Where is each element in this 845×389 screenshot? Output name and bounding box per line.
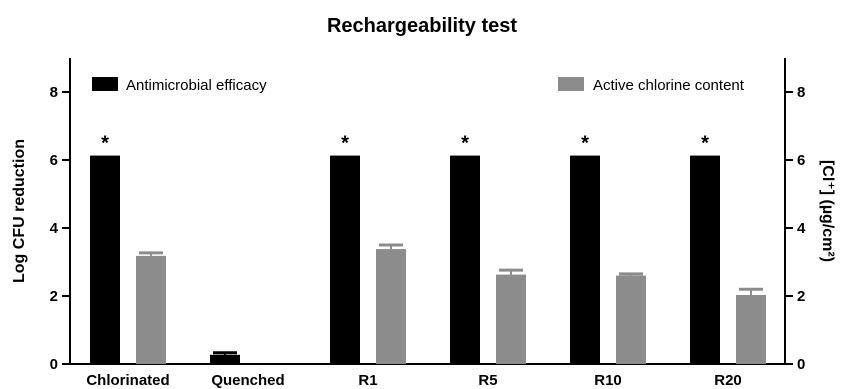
x-category-label: R20 <box>714 372 742 389</box>
bar-active-chlorine-content <box>616 275 646 364</box>
y2-tick-label: 4 <box>797 220 806 237</box>
bar-active-chlorine-content <box>376 249 406 364</box>
bar-active-chlorine-content <box>496 274 526 364</box>
y-tick-label: 4 <box>50 220 59 237</box>
x-category-label: R1 <box>358 372 377 389</box>
y2-tick-label: 6 <box>797 152 805 169</box>
y2-tick-label: 0 <box>797 356 805 373</box>
y-tick-label: 8 <box>50 84 58 101</box>
y2-axis-label: [Cl⁺] (µg/cm²) <box>819 160 836 262</box>
bar-active-chlorine-content <box>136 255 166 364</box>
significance-marker: * <box>581 133 589 155</box>
significance-marker: * <box>461 133 469 155</box>
legend-swatch-active-chlorine-content <box>558 77 584 91</box>
bar-antimicrobial-efficacy <box>210 354 240 364</box>
bar-active-chlorine-content <box>736 294 766 364</box>
x-category-label: R10 <box>594 372 622 389</box>
left-y-ticks: 0 2 4 6 8 <box>50 84 70 373</box>
significance-marker: * <box>341 133 349 155</box>
bar-antimicrobial-efficacy <box>690 155 720 364</box>
bars: * * * * * <box>90 133 766 364</box>
bar-antimicrobial-efficacy <box>570 155 600 364</box>
y-tick-label: 2 <box>50 288 58 305</box>
y-tick-label: 0 <box>50 356 58 373</box>
x-category-label: Chlorinated <box>86 372 169 389</box>
legend-label-antimicrobial-efficacy: Antimicrobial efficacy <box>126 77 267 94</box>
y2-tick-label: 8 <box>797 84 805 101</box>
legend-label-active-chlorine-content: Active chlorine content <box>593 77 745 94</box>
right-y-ticks: 0 2 4 6 8 <box>785 84 806 373</box>
x-category-label: Quenched <box>211 372 284 389</box>
x-category-labels: Chlorinated Quenched R1 R5 R10 R20 <box>86 372 741 389</box>
significance-marker: * <box>101 133 109 155</box>
bar-antimicrobial-efficacy <box>450 155 480 364</box>
bar-antimicrobial-efficacy <box>330 155 360 364</box>
legend-swatch-antimicrobial-efficacy <box>92 77 118 91</box>
y-tick-label: 6 <box>50 152 58 169</box>
chart-title: Rechargeability test <box>327 15 517 37</box>
x-category-label: R5 <box>478 372 497 389</box>
y2-tick-label: 2 <box>797 288 805 305</box>
significance-marker: * <box>701 133 709 155</box>
legend: Antimicrobial efficacy Active chlorine c… <box>92 77 745 94</box>
y-axis-label: Log CFU reduction <box>11 139 28 283</box>
bar-antimicrobial-efficacy <box>90 155 120 364</box>
